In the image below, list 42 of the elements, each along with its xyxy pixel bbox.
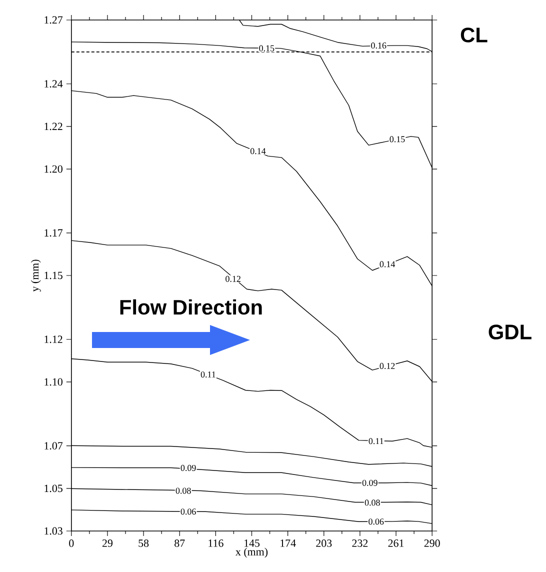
- y-tick-label: 1.20: [44, 165, 62, 173]
- x-tick-label: 29: [102, 540, 112, 547]
- annotation: 0.11: [200, 371, 216, 378]
- y-tick-label: 1.17: [44, 229, 63, 237]
- x-tick-label: 203: [316, 540, 332, 547]
- annotation: 0.08: [176, 488, 191, 494]
- annotation: 0.06: [368, 518, 384, 525]
- y-tick-label: 1.12: [44, 336, 62, 344]
- annotation: 0.12: [380, 362, 395, 370]
- x-tick-label: 174: [280, 540, 296, 547]
- x-tick-label: 116: [208, 540, 224, 547]
- annotation: 0.12: [226, 276, 240, 282]
- y-tick-label: 1.10: [44, 378, 62, 386]
- annotation: 0.14: [380, 261, 396, 268]
- text: CL: [460, 28, 488, 42]
- y-axis-title: y (mm): [30, 260, 41, 292]
- x-tick-label: 232: [352, 540, 368, 547]
- annotation: 0.06: [180, 508, 196, 515]
- x-tick-label: 145: [244, 540, 260, 547]
- x-tick-label: 58: [138, 540, 149, 547]
- x-axis-title: x (mm): [236, 548, 268, 558]
- y-tick-label: 1.27: [44, 16, 63, 24]
- y-tick-label: 1.22: [44, 122, 62, 130]
- y-tick-label: 1.07: [44, 442, 63, 450]
- x-tick-label: 0: [69, 540, 74, 547]
- x-tick-label: 87: [174, 540, 185, 547]
- annotation: Flow Direction: [120, 299, 262, 315]
- y-tick-label: 1.05: [44, 484, 62, 492]
- annotation: 0.16: [371, 42, 386, 49]
- x-tick-label: 290: [424, 540, 440, 547]
- y-tick-label: 1.24: [44, 80, 63, 88]
- annotation: 0.08: [364, 500, 380, 506]
- annotation: 0.15: [390, 136, 405, 142]
- y-tick-label: 1.15: [44, 272, 62, 280]
- annotation: 0.15: [259, 45, 274, 52]
- annotation: 0.09: [362, 480, 378, 486]
- annotation: 0.14: [250, 148, 266, 154]
- annotation: 0.09: [180, 464, 196, 472]
- annotation: 0.11: [368, 438, 384, 444]
- y-tick-label: 1.03: [44, 527, 62, 535]
- text: GDL: [488, 324, 532, 340]
- x-tick-label: 261: [388, 540, 404, 547]
